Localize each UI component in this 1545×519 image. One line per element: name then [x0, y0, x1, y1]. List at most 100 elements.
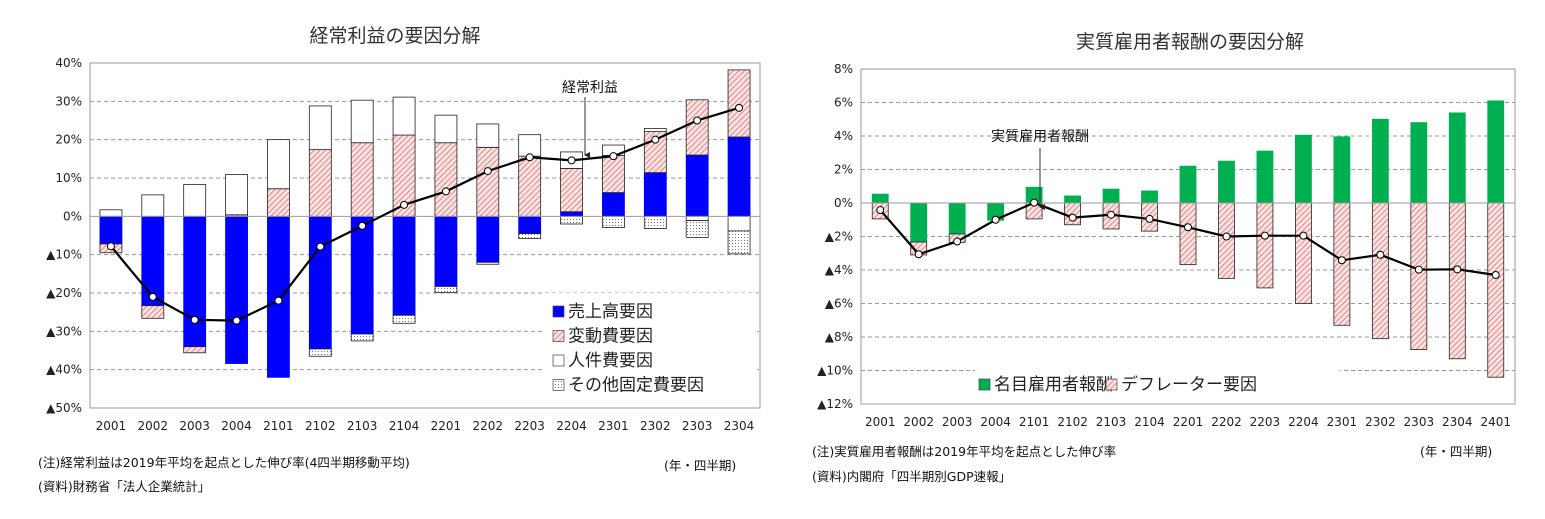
bar-segment: [1371, 118, 1389, 204]
bar-segment: [141, 305, 165, 319]
bar-segment: [225, 174, 248, 216]
legend-label: デフレーター要因: [1121, 374, 1257, 395]
bar-segment: [727, 69, 751, 138]
x-tick-label: 2201: [1173, 415, 1204, 429]
x-tick-label: 2003: [179, 419, 210, 433]
bar-segment: [518, 233, 542, 239]
x-tick-label: 2304: [724, 419, 755, 433]
bar-segment: [685, 220, 709, 238]
line-point: [651, 135, 660, 144]
x-tick-label: 2001: [96, 419, 127, 433]
line-series: [110, 106, 740, 322]
line-point: [190, 315, 199, 324]
y-tick-label: 0%: [834, 196, 853, 210]
x-tick-label: 2203: [1250, 415, 1281, 429]
right-annotation: 実質雇用者報酬: [991, 128, 1089, 145]
bar-segment: [350, 333, 374, 342]
bar-segment: [1102, 188, 1120, 204]
y-tick-label: 0%: [63, 209, 82, 223]
x-tick-label: 2101: [263, 419, 294, 433]
line-point: [1260, 231, 1269, 240]
bar-segment: [727, 136, 751, 217]
legend-label: 人件費要因: [568, 351, 653, 371]
legend-swatch: [552, 379, 565, 391]
bar-segment: [183, 184, 207, 217]
bar-segment: [308, 215, 332, 350]
x-tick-label: 2301: [598, 419, 629, 433]
bar-segment: [267, 188, 290, 217]
bar-segment: [1064, 195, 1081, 204]
bar-segment: [308, 149, 332, 217]
bar-segment: [350, 215, 374, 335]
bar-segment: [1371, 202, 1389, 340]
bar-segment: [1179, 202, 1197, 266]
line-point: [991, 215, 1000, 224]
line-point: [567, 156, 576, 165]
x-tick-label: 2102: [1057, 415, 1088, 429]
x-tick-label: 2204: [556, 419, 587, 433]
x-tick-label: 2303: [682, 419, 713, 433]
bar-segment: [602, 215, 625, 228]
right-chart-title: 実質雇用者報酬の要因分解: [1076, 31, 1304, 53]
y-tick-label: ▲30%: [46, 324, 82, 338]
bar-segment: [434, 286, 458, 294]
bar-segment: [476, 215, 500, 263]
bar-segment: [1448, 202, 1466, 360]
line-point: [316, 242, 325, 251]
bar-segment: [1487, 100, 1505, 204]
y-tick-label: ▲12%: [817, 397, 853, 411]
legend-label: その他固定費要因: [568, 376, 704, 396]
line-point: [1145, 214, 1154, 223]
bar-segment: [434, 142, 458, 217]
bar-segment: [560, 211, 583, 217]
line-point: [1030, 198, 1039, 207]
bar-segment: [476, 261, 500, 265]
bar-segment: [392, 215, 416, 316]
bar-segment: [350, 99, 374, 144]
line-point: [1491, 271, 1500, 280]
line-point: [1337, 256, 1346, 265]
x-tick-label: 2301: [1327, 415, 1358, 429]
line-point: [400, 200, 409, 209]
x-tick-label: 2004: [980, 415, 1011, 429]
line-point: [1222, 232, 1231, 241]
bar-segment: [727, 230, 751, 255]
legend-swatch: [1105, 378, 1118, 391]
right-chart: 8% 6% 4% 2% 0% ▲2% ▲4% ▲6% ▲8% ▲10% ▲12% 2001 2002 20…: [817, 62, 1516, 429]
line-point: [609, 152, 618, 161]
legend-box: [545, 293, 757, 403]
legend-swatch: [552, 305, 565, 318]
x-tick-label: 2202: [1211, 415, 1242, 429]
line-point: [1299, 231, 1308, 240]
line-point: [914, 250, 923, 259]
line-point: [1107, 210, 1116, 219]
line-point: [274, 296, 283, 305]
bar-segment: [518, 215, 542, 234]
left-chart: 40% 30% 20% 10% 0% ▲10% ▲20% ▲30% ▲40% ▲50% 2001 20…: [46, 56, 761, 433]
bar-segment: [602, 154, 625, 193]
bar-segment: [476, 123, 500, 148]
bar-segment: [99, 209, 123, 217]
bar-segment: [727, 215, 751, 232]
bar-segment: [1295, 202, 1312, 304]
x-tick-label: 2203: [514, 419, 545, 433]
bar-segment: [99, 215, 123, 245]
bar-segment: [183, 215, 207, 348]
bar-segment: [225, 215, 248, 364]
bar-segment: [602, 192, 625, 217]
x-tick-label: 2002: [138, 419, 169, 433]
x-tick-label: 2102: [305, 419, 336, 433]
left-chart-title: 経常利益の要因分解: [309, 25, 480, 47]
y-tick-label: ▲50%: [46, 401, 82, 415]
left-note-1: (注)経常利益は2019年平均を起点とした伸び率(4四半期移動平均): [38, 455, 410, 470]
bar-segment: [518, 134, 542, 157]
y-tick-label: ▲10%: [817, 364, 853, 378]
bar-segment: [1256, 202, 1274, 289]
x-tick-label: 2003: [942, 415, 973, 429]
bar-segment: [1333, 136, 1351, 204]
x-tick-label: 2101: [1019, 415, 1050, 429]
bar-segment: [434, 114, 458, 144]
bar-segment: [308, 348, 332, 357]
y-tick-label: ▲20%: [46, 286, 82, 300]
